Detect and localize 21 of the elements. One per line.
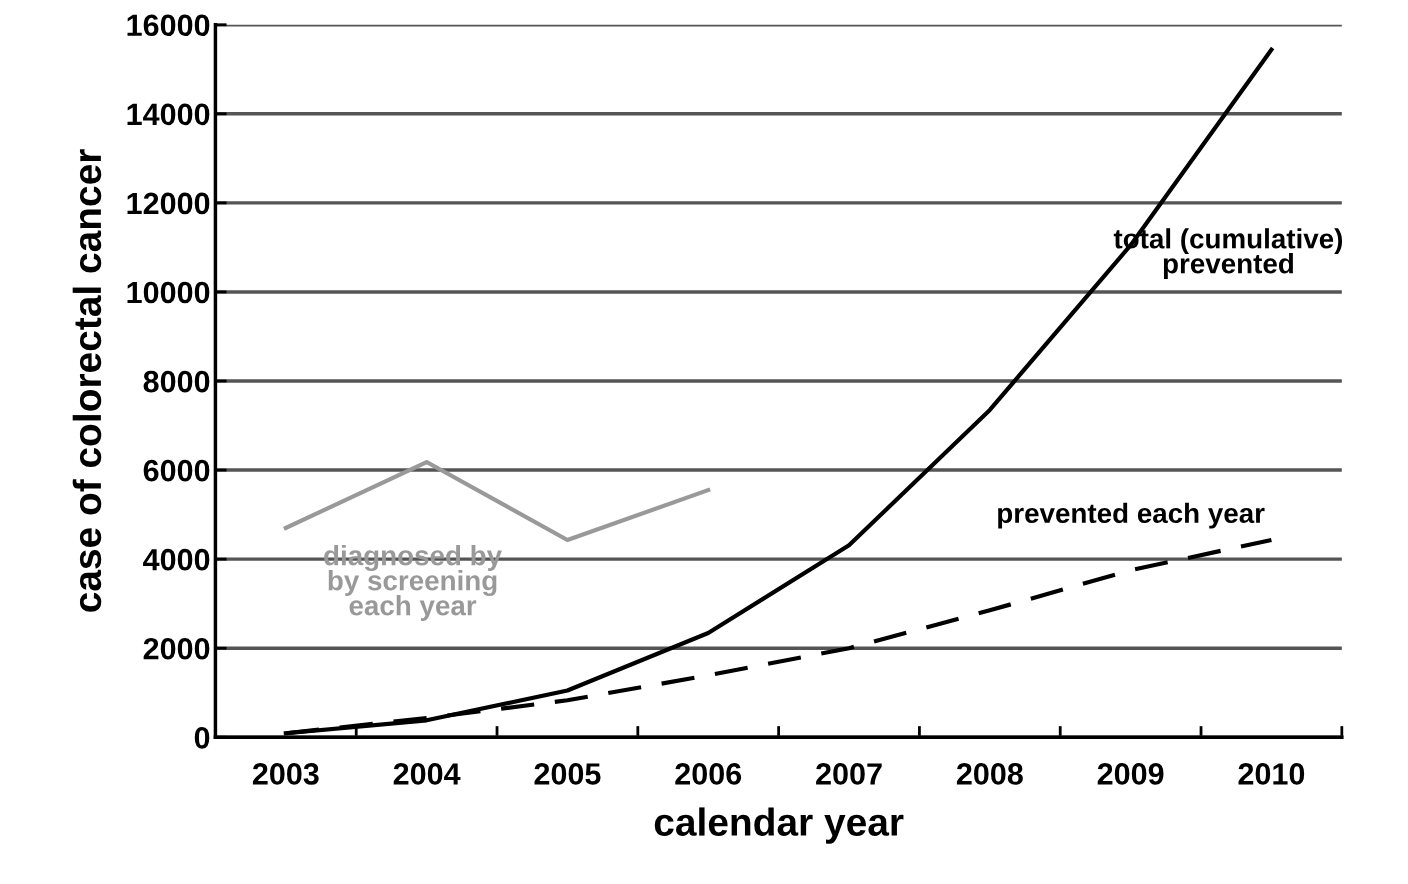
x-tick-label: 2006 [675, 763, 742, 785]
y-tick-label: 2000 [143, 637, 210, 660]
x-tick-label: 2003 [252, 763, 319, 785]
series-label: prevented each year [998, 502, 1265, 529]
y-tick-label: 0 [194, 726, 210, 749]
x-tick-label: 2005 [534, 763, 601, 785]
x-tick-label: 2004 [393, 763, 461, 785]
x-tick-label: 2010 [1238, 763, 1305, 785]
y-tick-label: 8000 [143, 370, 210, 393]
y-tick-label: 4000 [143, 548, 210, 571]
x-tick-label: 2009 [1097, 763, 1164, 785]
y-tick-label: 10000 [127, 281, 210, 304]
line-series [283, 459, 711, 543]
y-tick-label: 12000 [127, 192, 210, 215]
y-tick-label: 6000 [143, 459, 210, 482]
y-tick-label: 14000 [127, 103, 210, 126]
y-tick-label: 16000 [127, 14, 210, 37]
x-axis-title: calendar year [654, 807, 904, 844]
x-tick-label: 2007 [816, 763, 882, 785]
x-tick-label: 2008 [956, 763, 1023, 785]
y-axis-title: case of colorectal cancer [72, 149, 102, 612]
